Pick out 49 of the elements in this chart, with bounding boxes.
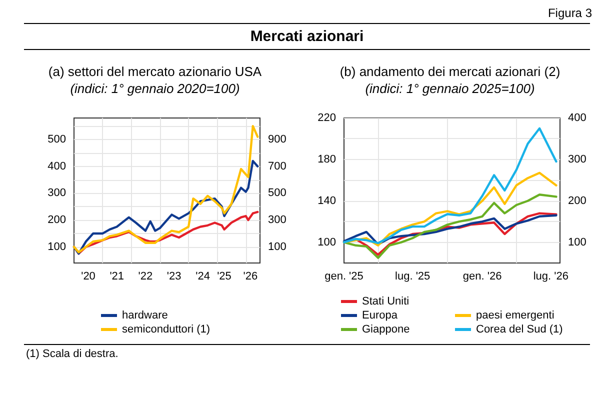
y2-tick-label: 700 <box>268 160 286 172</box>
x-tick-label: '23 <box>166 270 182 282</box>
text: Mercati azionari <box>249 28 365 45</box>
text: (1) Scala di destra. <box>26 348 118 360</box>
legend-label: semiconduttori (1) <box>122 324 210 336</box>
x-tick-label: '22 <box>138 270 153 282</box>
x-tick-label: gen. '26 <box>462 270 502 282</box>
y-tick-label: 140 <box>318 194 336 207</box>
y2-tick-label: 300 <box>568 153 586 166</box>
y2-tick-label: 100 <box>268 240 286 253</box>
y-tick-label: 100 <box>318 236 336 248</box>
line-series <box>342 194 558 259</box>
chart-title: (a) settori del mercato azionario USA <box>48 64 262 79</box>
legend-label: Corea del Sud (1) <box>476 324 563 336</box>
line-series <box>342 172 558 246</box>
legend-label: Giappone <box>362 324 410 336</box>
legend-label: hardware <box>122 310 168 322</box>
line-series <box>342 214 558 246</box>
chart-title: (b) andamento dei mercati azionari (2) <box>340 64 560 79</box>
line-series <box>342 127 558 244</box>
x-tick-label: gen. '25 <box>324 270 364 282</box>
y-tick-label: 400 <box>48 160 66 172</box>
x-tick-label: lug. '25 <box>395 270 430 282</box>
y-tick-label: 300 <box>48 187 66 200</box>
chart-subtitle: (indici: 1° gennaio 2020=100) <box>70 81 240 96</box>
y2-tick-label: 900 <box>268 133 286 146</box>
y-tick-label: 200 <box>48 214 66 226</box>
text: Figura 3 <box>548 6 592 20</box>
chart-subtitle: (indici: 1° gennaio 2025=100) <box>365 81 535 96</box>
y2-tick-label: 200 <box>568 194 586 207</box>
legend-label: Europa <box>362 310 398 322</box>
y2-tick-label: 500 <box>268 187 286 200</box>
y2-tick-label: 300 <box>268 214 286 226</box>
x-tick-label: '26 <box>243 270 258 282</box>
y-tick-label: 220 <box>318 112 336 124</box>
x-tick-label: lug. '26 <box>533 270 568 282</box>
y-tick-label: 100 <box>48 240 66 253</box>
y-tick-label: 500 <box>48 133 66 146</box>
x-tick-label: '20 <box>81 270 96 282</box>
y-tick-label: 180 <box>318 153 336 166</box>
y2-tick-label: 400 <box>568 112 586 124</box>
x-tick-label: '24 <box>196 270 210 282</box>
legend-label: paesi emergenti <box>476 310 554 322</box>
y2-tick-label: 100 <box>568 236 586 248</box>
line-series <box>72 160 259 255</box>
x-tick-label: '21 <box>110 270 124 282</box>
line-series <box>72 124 259 254</box>
x-tick-label: '25 <box>217 270 232 282</box>
legend-label: Stati Uniti <box>362 296 410 308</box>
